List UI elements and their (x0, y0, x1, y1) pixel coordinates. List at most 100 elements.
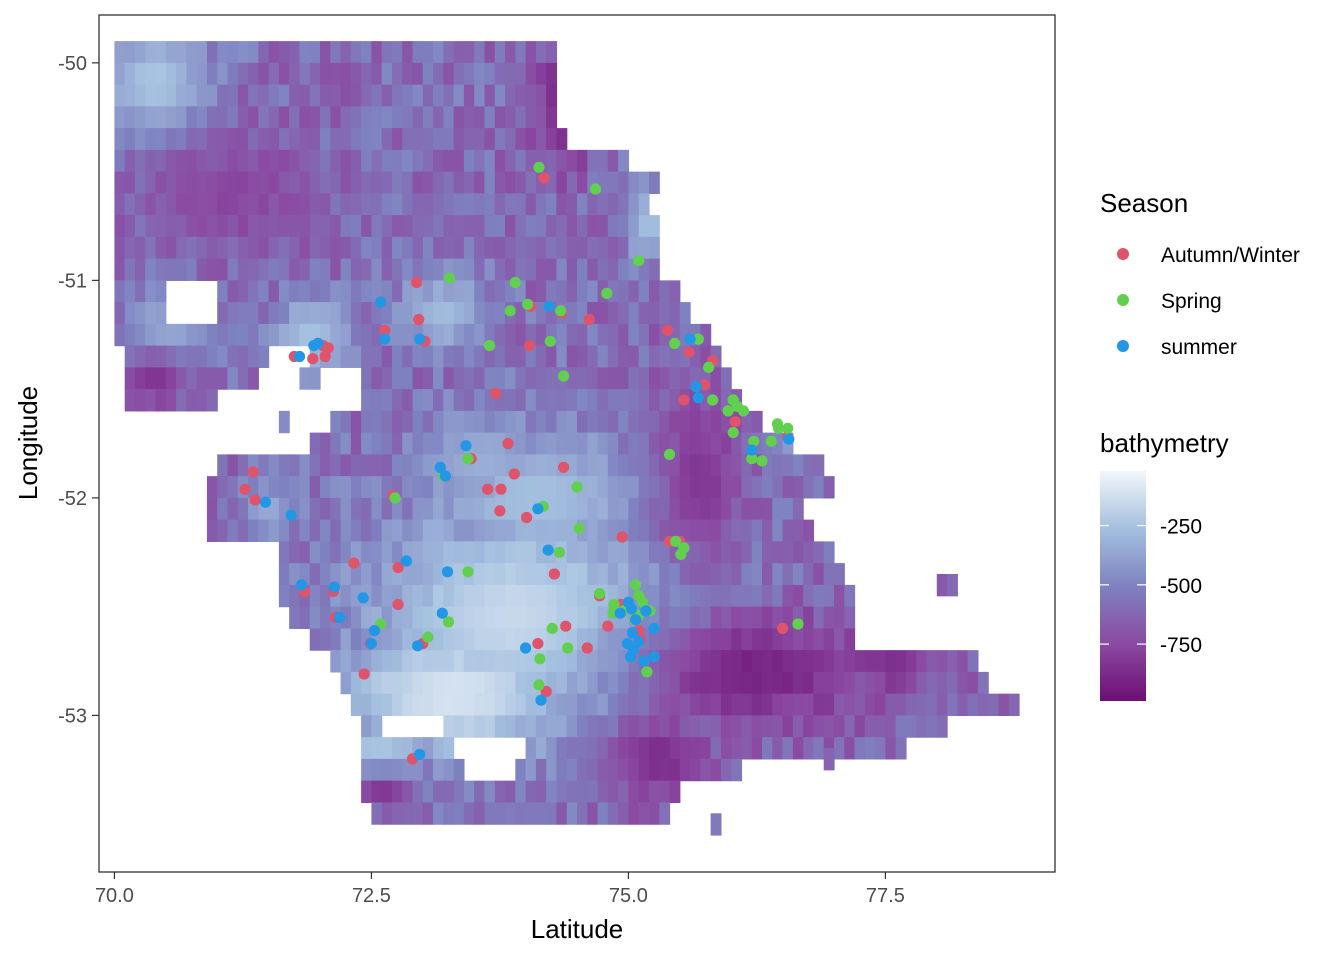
heat-cell (361, 84, 373, 107)
heat-cell (463, 345, 475, 368)
heat-cell (258, 171, 270, 194)
point-spring (504, 305, 516, 317)
heat-cell (597, 258, 609, 281)
heat-cell (546, 476, 558, 499)
heat-cell (145, 171, 157, 194)
heat-cell (546, 258, 558, 281)
heat-cell (402, 606, 414, 629)
heat-cell (618, 193, 629, 216)
heat-cell (145, 106, 157, 129)
heat-cell (751, 584, 763, 608)
heat-cell (679, 628, 691, 651)
heat-cell (546, 715, 558, 738)
heat-cell (422, 302, 434, 325)
heat-cell (566, 541, 578, 564)
heat-cell (607, 454, 619, 477)
heat-cell (227, 128, 239, 151)
heat-cell (381, 62, 393, 86)
heat-cell (515, 476, 527, 499)
heat-cell (782, 541, 794, 564)
heat-cell (391, 171, 403, 194)
heat-cell (124, 302, 136, 325)
heat-cell (957, 693, 969, 716)
heat-cell (505, 193, 516, 216)
heat-cell (833, 584, 845, 608)
heat-cell (453, 650, 465, 673)
heat-cell (186, 128, 198, 151)
heat-cell (289, 497, 301, 521)
heat-cell (813, 628, 825, 651)
heat-cell (422, 236, 434, 260)
heat-cell (114, 302, 126, 325)
heat-cell (926, 715, 938, 738)
heat-cell (988, 693, 1000, 716)
heat-cell (535, 410, 547, 434)
heat-cell (484, 715, 496, 738)
point-spring (462, 566, 474, 578)
heat-cell (412, 215, 424, 238)
heat-cell (196, 171, 208, 194)
x-axis-title: Latitude (531, 914, 624, 944)
heat-cell (206, 389, 218, 412)
heat-cell (474, 432, 486, 455)
heat-cell (659, 693, 671, 716)
heat-cell (443, 236, 455, 260)
heat-cell (556, 606, 568, 629)
heat-cell (309, 606, 321, 629)
heat-cell (494, 280, 506, 303)
heat-cell (124, 367, 136, 390)
heat-cell (648, 606, 660, 629)
heat-cell (710, 671, 722, 695)
heat-cell (361, 432, 373, 455)
heat-cell (751, 737, 763, 760)
heat-cell (124, 62, 136, 86)
heat-cell (463, 280, 475, 303)
heat-cell (638, 345, 650, 368)
heat-cell (433, 737, 444, 760)
heat-cell (792, 671, 804, 695)
heat-cell (864, 737, 876, 760)
heat-cell (474, 323, 486, 347)
heat-cell (556, 584, 568, 608)
heat-cell (299, 258, 311, 281)
heat-cell (227, 84, 239, 107)
heat-cell (566, 280, 578, 303)
heat-cell (916, 693, 928, 716)
heat-cell (628, 671, 640, 695)
heat-cell (412, 802, 424, 825)
heat-cell (381, 584, 393, 608)
heat-cell (700, 758, 712, 782)
heat-cell (258, 345, 270, 368)
heat-cell (494, 193, 506, 216)
heat-cell (227, 62, 239, 86)
point-summer (259, 496, 272, 508)
heat-cell (947, 650, 958, 673)
heat-cell (957, 671, 969, 695)
heat-cell (134, 128, 146, 151)
heat-cell (268, 519, 280, 542)
heat-cell (556, 715, 568, 738)
heat-cell (628, 410, 640, 434)
heat-cell (155, 106, 167, 129)
heat-cell (453, 715, 465, 738)
heat-cell (350, 584, 362, 608)
heat-cell (700, 454, 712, 477)
heat-cell (320, 497, 331, 521)
heat-cell (546, 671, 558, 695)
heat-cell (268, 41, 280, 64)
heat-cell (278, 193, 290, 216)
heat-cell (926, 650, 938, 673)
heat-cell (690, 584, 701, 608)
point-spring (573, 522, 585, 534)
heat-cell (278, 106, 290, 129)
heat-cell (505, 628, 516, 651)
heat-cell (278, 149, 290, 173)
heat-cell (885, 693, 897, 716)
heat-cell (422, 410, 434, 434)
heat-cell (803, 584, 815, 608)
heat-cell (546, 758, 558, 782)
heat-cell (546, 628, 558, 651)
heat-cell (905, 693, 917, 716)
heat-cell (350, 149, 362, 173)
heat-cell (494, 454, 506, 477)
